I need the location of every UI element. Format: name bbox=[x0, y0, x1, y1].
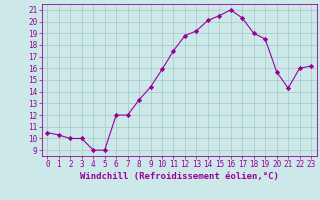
X-axis label: Windchill (Refroidissement éolien,°C): Windchill (Refroidissement éolien,°C) bbox=[80, 172, 279, 181]
